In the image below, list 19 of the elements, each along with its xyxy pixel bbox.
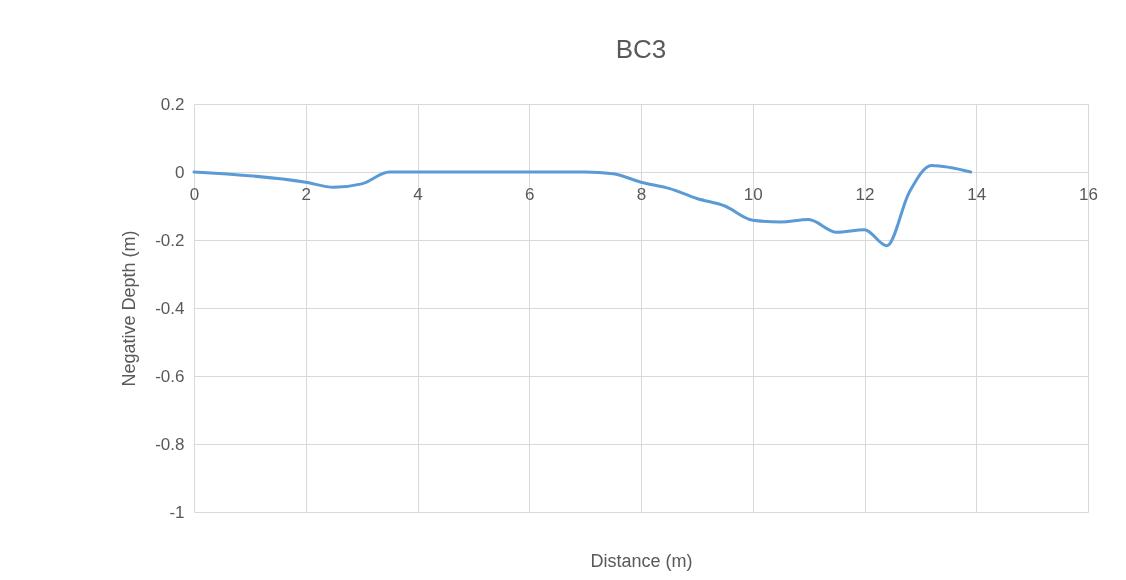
x-tick-label: 2	[301, 184, 311, 204]
x-axis-title: Distance (m)	[590, 550, 693, 571]
x-tick-label: 0	[189, 184, 200, 204]
x-tick-label: 12	[855, 184, 875, 204]
chart-title: BC3	[615, 34, 667, 64]
x-tick-label: 4	[413, 184, 423, 204]
y-tick-label: 0	[175, 162, 185, 182]
y-tick-label: -0.4	[155, 298, 185, 318]
y-tick-label: -0.2	[155, 230, 185, 250]
y-tick-label: -0.6	[155, 366, 185, 386]
y-tick-label: -0.8	[155, 434, 185, 454]
y-axis-title: Negative Depth (m)	[119, 230, 140, 387]
x-tick-label: 10	[743, 184, 763, 204]
y-tick-label: 0.2	[160, 94, 185, 114]
x-tick-label: 8	[636, 184, 647, 204]
y-tick-label: -1	[169, 502, 185, 522]
x-tick-label: 14	[967, 184, 987, 204]
x-tick-label: 16	[1079, 184, 1098, 204]
x-tick-label: 6	[525, 184, 535, 204]
